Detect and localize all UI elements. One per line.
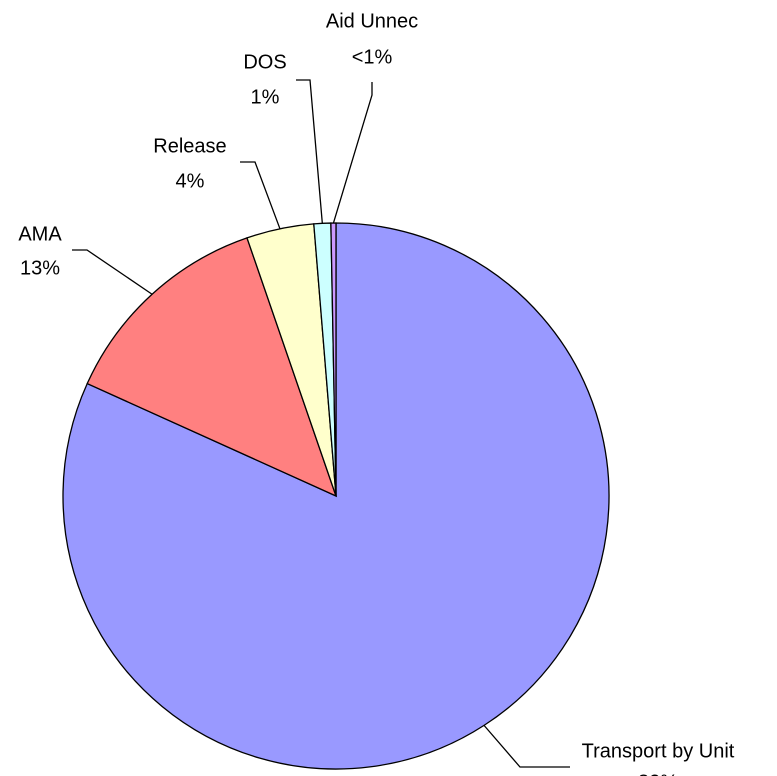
slice-value-label: 13% xyxy=(20,257,60,279)
slice-label: Aid Unnec xyxy=(326,10,418,32)
slice-value-label: <1% xyxy=(352,46,393,68)
leader-line xyxy=(296,79,323,224)
slice-label: Transport by Unit xyxy=(582,740,735,762)
leader-line xyxy=(72,249,153,295)
slice-label: AMA xyxy=(18,223,62,245)
slice-label: Release xyxy=(153,135,226,157)
slice-label: DOS xyxy=(243,51,286,73)
leader-line xyxy=(332,82,373,224)
slice-value-label: 1% xyxy=(251,86,280,108)
slice-value-label: 82% xyxy=(638,771,678,776)
pie-slice xyxy=(86,237,338,498)
leader-line xyxy=(483,724,570,768)
leader-line xyxy=(240,161,281,230)
slice-value-label: 4% xyxy=(176,170,205,192)
